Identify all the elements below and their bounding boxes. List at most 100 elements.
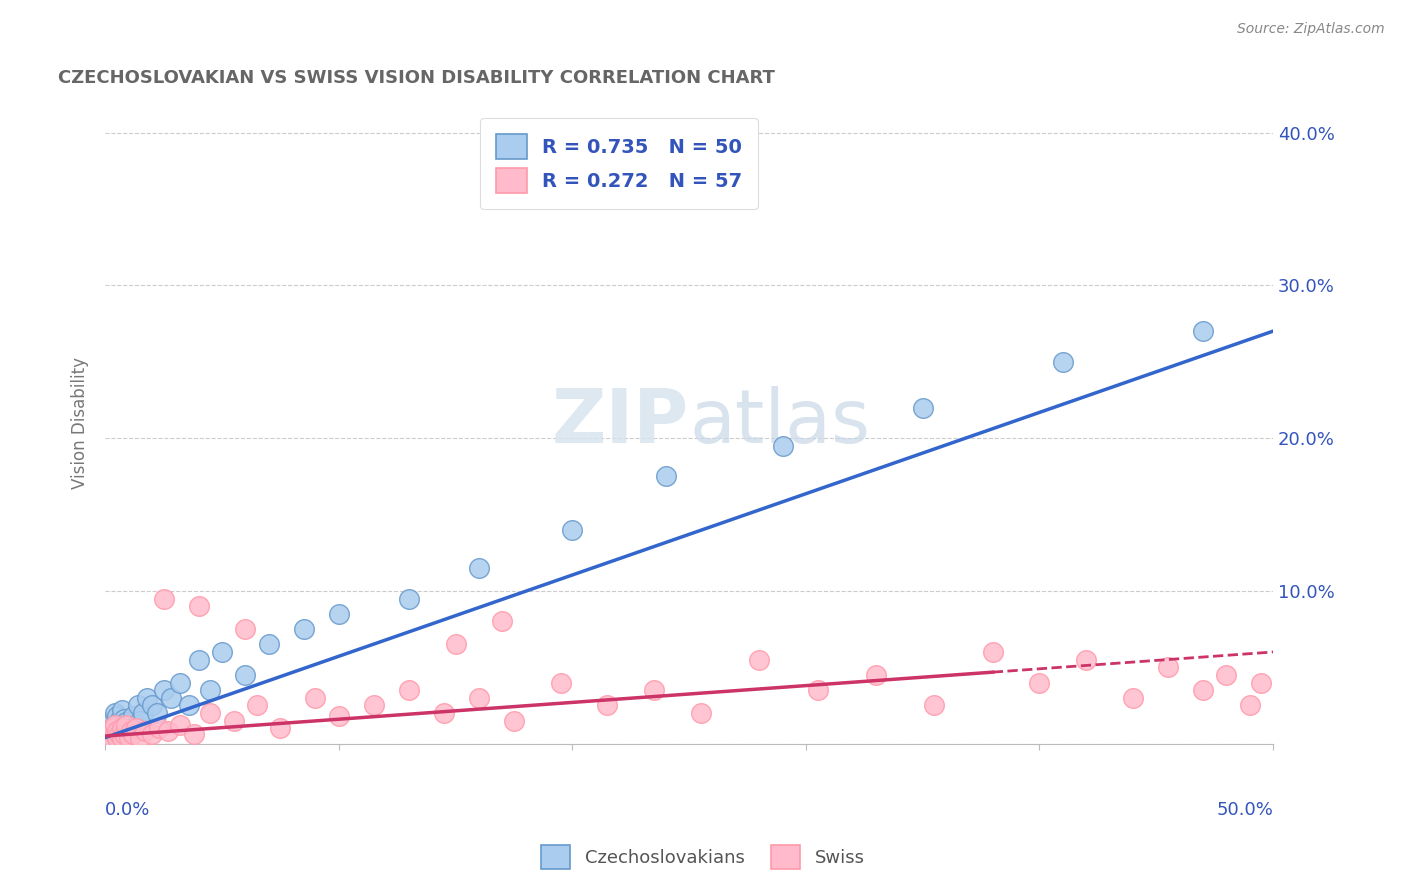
Point [689, 706, 711, 720]
Point [96, 727, 118, 741]
Text: ZIP: ZIP [553, 386, 689, 459]
Point [110, 718, 132, 732]
Point [96, 729, 118, 743]
Point [561, 523, 583, 537]
Point [108, 714, 131, 728]
Point [152, 683, 174, 698]
Point [101, 714, 124, 728]
Text: Source: ZipAtlas.com: Source: ZipAtlas.com [1237, 22, 1385, 37]
Point [179, 698, 201, 713]
Point [134, 724, 156, 739]
Point [101, 722, 124, 736]
Point [103, 706, 125, 720]
Point [117, 724, 139, 739]
Point [110, 703, 132, 717]
Point [328, 607, 350, 621]
Legend: Czechoslovakians, Swiss: Czechoslovakians, Swiss [534, 838, 872, 876]
Point [1192, 324, 1215, 338]
Point [503, 714, 526, 728]
Point [865, 668, 887, 682]
Point [112, 727, 135, 741]
Point [110, 722, 132, 736]
Point [246, 698, 269, 713]
Point [103, 724, 125, 739]
Point [1076, 652, 1098, 666]
Point [110, 727, 132, 741]
Point [124, 718, 146, 732]
Point [806, 683, 828, 698]
Point [108, 727, 131, 741]
Point [643, 683, 665, 698]
Point [152, 591, 174, 606]
Point [115, 727, 138, 741]
Point [105, 731, 128, 745]
Point [148, 722, 170, 736]
Point [468, 561, 491, 575]
Point [1028, 675, 1050, 690]
Text: atlas: atlas [689, 386, 870, 459]
Point [112, 724, 135, 739]
Point [122, 709, 145, 723]
Point [655, 469, 678, 483]
Point [117, 731, 139, 745]
Point [200, 706, 222, 720]
Point [222, 714, 245, 728]
Point [596, 698, 619, 713]
Point [911, 401, 934, 415]
Point [120, 722, 142, 736]
Point [101, 722, 124, 736]
Point [115, 718, 138, 732]
Point [105, 724, 128, 739]
Point [169, 675, 191, 690]
Text: CZECHOSLOVAKIAN VS SWISS VISION DISABILITY CORRELATION CHART: CZECHOSLOVAKIAN VS SWISS VISION DISABILI… [59, 69, 775, 87]
Point [157, 724, 180, 739]
Point [1192, 683, 1215, 698]
Point [200, 683, 222, 698]
Point [292, 622, 315, 636]
Point [141, 727, 163, 741]
Point [363, 698, 385, 713]
Point [433, 706, 456, 720]
Point [122, 727, 145, 741]
Point [105, 722, 128, 736]
Point [1122, 690, 1144, 705]
Point [304, 690, 326, 705]
Point [103, 718, 125, 732]
Point [748, 652, 770, 666]
Point [98, 718, 121, 732]
Point [129, 714, 152, 728]
Point [159, 690, 181, 705]
Point [101, 731, 124, 745]
Point [103, 718, 125, 732]
Point [108, 724, 131, 739]
Point [101, 727, 124, 741]
Y-axis label: Vision Disability: Vision Disability [72, 357, 89, 489]
Point [141, 698, 163, 713]
Point [269, 722, 291, 736]
Point [550, 675, 572, 690]
Point [183, 727, 205, 741]
Point [103, 727, 125, 741]
Point [98, 724, 121, 739]
Point [211, 645, 233, 659]
Point [129, 731, 152, 745]
Text: 0.0%: 0.0% [105, 801, 150, 820]
Point [169, 718, 191, 732]
Point [127, 698, 149, 713]
Point [398, 591, 420, 606]
Point [257, 637, 280, 651]
Legend: R = 0.735   N = 50, R = 0.272   N = 57: R = 0.735 N = 50, R = 0.272 N = 57 [479, 118, 758, 209]
Point [105, 727, 128, 741]
Point [98, 724, 121, 739]
Point [444, 637, 467, 651]
Point [924, 698, 946, 713]
Point [1215, 668, 1237, 682]
Point [1157, 660, 1180, 674]
Point [131, 706, 153, 720]
Point [1052, 354, 1074, 368]
Point [110, 731, 132, 745]
Point [235, 622, 257, 636]
Point [187, 599, 209, 614]
Point [120, 724, 142, 739]
Point [235, 668, 257, 682]
